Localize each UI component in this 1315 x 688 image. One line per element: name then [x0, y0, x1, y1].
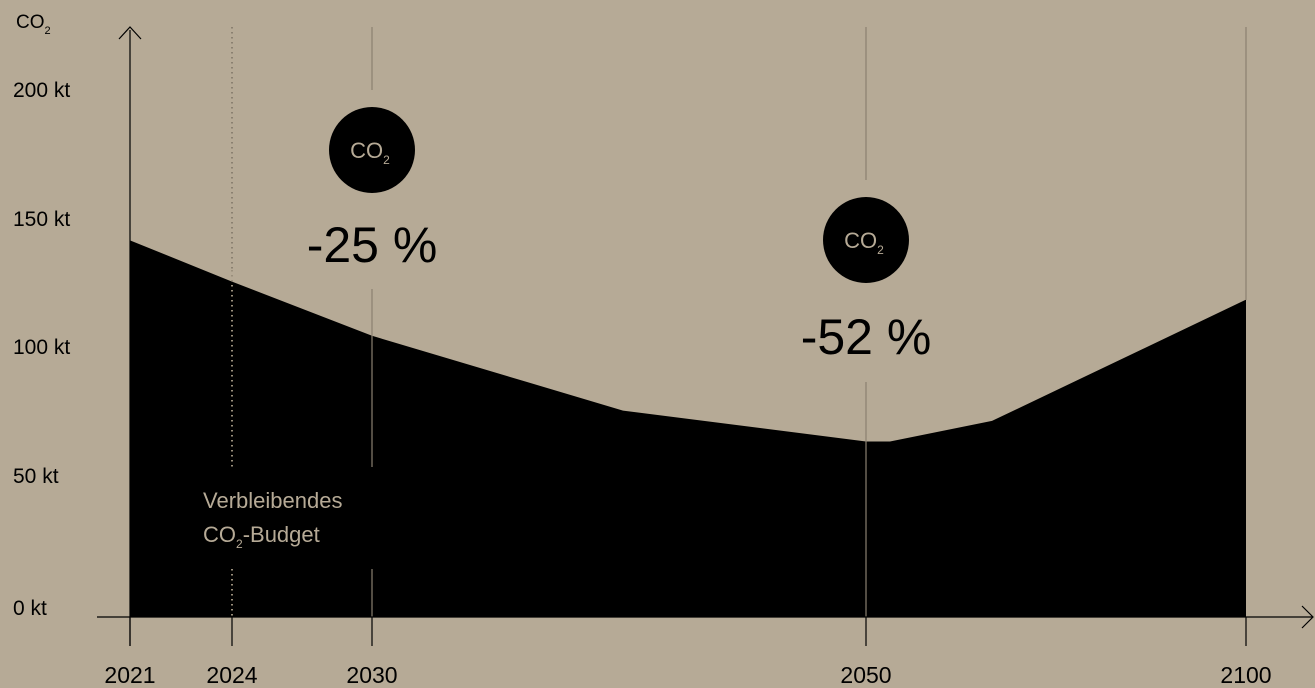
co2-bubble-label: CO2	[844, 228, 884, 257]
area-layer	[130, 240, 1246, 617]
x-tick-label: 2030	[346, 662, 397, 688]
x-tick-label: 2100	[1220, 662, 1271, 688]
y-axis-arrow	[118, 26, 142, 40]
labels-layer: CO2 0 kt 50 kt 100 kt 150 kt 200 kt 2021 2024 20…	[13, 12, 1272, 688]
annotations-layer: CO2 -25 % CO2 -52 % Verbleibendes CO2-Budget	[203, 107, 931, 551]
budget-label-line2: CO2-Budget	[203, 522, 320, 551]
y-tick-label: 50 kt	[13, 465, 59, 488]
x-tick-label: 2024	[206, 662, 257, 688]
co2-bubble-icon	[823, 197, 909, 283]
x-tick-label: 2021	[104, 662, 155, 688]
y-axis-title: CO2	[16, 12, 51, 37]
co2-bubble-label: CO2	[350, 138, 390, 167]
y-tick-label: 0 kt	[13, 597, 47, 620]
y-tick-label: 200 kt	[13, 79, 70, 102]
x-axis-arrow	[1301, 605, 1314, 629]
y-tick-label: 100 kt	[13, 336, 70, 359]
reduction-percentage-label: -25 %	[307, 217, 438, 273]
vertical-lines-layer	[231, 27, 1247, 617]
y-tick-label: 150 kt	[13, 208, 70, 231]
co2-emissions-area	[130, 240, 1246, 617]
axes-layer	[97, 26, 1314, 646]
reduction-percentage-label: -52 %	[801, 309, 932, 365]
x-tick-label: 2050	[840, 662, 891, 688]
co2-bubble-icon	[329, 107, 415, 193]
budget-label-line1: Verbleibendes	[203, 488, 342, 513]
